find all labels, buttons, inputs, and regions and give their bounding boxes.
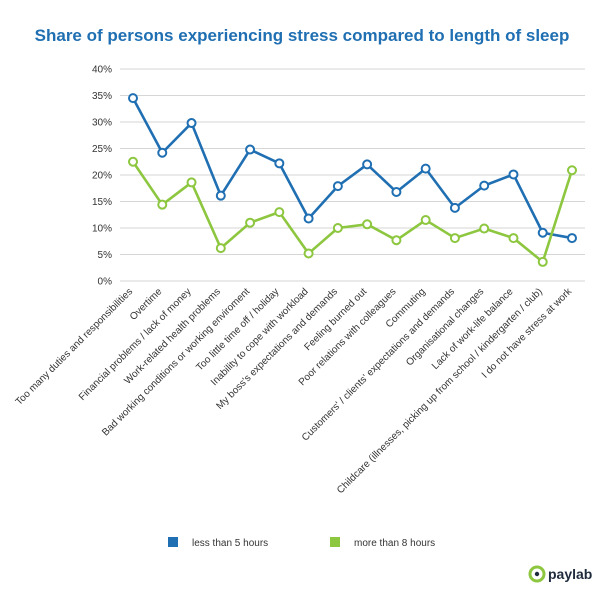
y-tick-label: 40% [92,65,112,76]
data-point [537,227,548,238]
data-point [362,219,373,230]
x-tick-label: Too many duties and responsibilities [14,286,135,407]
series-lines [128,93,577,267]
data-point [186,118,197,129]
data-point [479,180,490,191]
y-tick-label: 25% [92,144,112,155]
y-tick-label: 35% [92,91,112,102]
x-tick-label: Financial problems / lack of money [77,286,194,403]
data-point [420,163,431,174]
y-tick-label: 15% [92,197,112,208]
legend: less than 5 hours more than 8 hours [168,537,435,549]
logo-ring-icon [528,565,546,583]
data-point [391,186,402,197]
data-point [567,165,577,176]
y-tick-label: 20% [92,171,112,182]
data-point [128,93,138,104]
data-point [303,213,314,224]
y-tick-label: 0% [98,277,113,288]
data-point [362,159,373,170]
data-point [567,233,577,244]
logo-text: paylab [548,566,592,582]
paylab-logo: paylab [528,565,592,583]
data-point [215,190,226,201]
data-point [508,169,519,180]
data-point [537,256,548,267]
data-point [245,217,256,228]
legend-label: more than 8 hours [354,538,435,549]
series-line [131,161,574,264]
data-point [215,243,226,254]
data-point [157,199,168,210]
chart-title: Share of persons experiencing stress com… [34,26,570,45]
legend-label: less than 5 hours [192,538,268,549]
x-axis-labels: Too many duties and responsibilitiesOver… [14,286,575,496]
data-point [157,147,168,158]
data-point [420,215,431,226]
data-point [508,233,519,244]
data-point [332,223,343,233]
y-tick-label: 5% [98,250,113,261]
data-point [128,156,138,167]
legend-swatch [168,537,178,547]
data-point [479,223,490,234]
y-tick-label: 10% [92,224,112,235]
data-point [274,207,285,218]
data-point [332,181,343,192]
data-point [274,158,285,169]
y-axis-ticks: 0% 5% 10% 15% 20% 25% 30% 35% 40% [92,65,112,288]
data-point [391,235,402,246]
data-point [449,202,460,213]
data-point [245,144,256,155]
y-tick-label: 30% [92,118,112,129]
logo-dot-icon [534,571,540,577]
legend-swatch [330,537,340,547]
data-point [186,177,197,188]
series-line [131,97,573,240]
data-point [303,248,314,259]
data-point [449,233,460,244]
